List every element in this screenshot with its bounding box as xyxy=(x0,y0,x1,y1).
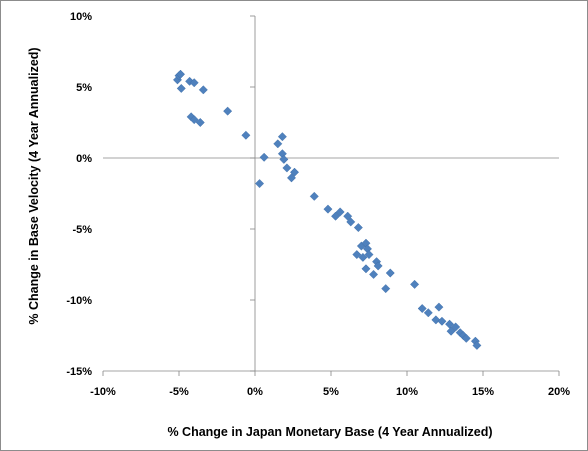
y-tick-label: 10% xyxy=(70,11,92,23)
data-point xyxy=(451,322,461,332)
y-tick-label: -5% xyxy=(72,224,92,236)
data-point xyxy=(241,130,251,140)
x-tick-label: 5% xyxy=(323,386,339,398)
data-point xyxy=(417,304,427,314)
y-tick-label: 0% xyxy=(76,153,92,165)
data-point xyxy=(189,78,199,88)
data-point xyxy=(198,85,208,95)
data-point xyxy=(195,118,205,127)
data-point xyxy=(434,302,444,312)
data-point xyxy=(255,179,265,189)
data-point xyxy=(352,250,362,260)
data-point xyxy=(381,284,391,294)
data-point xyxy=(335,207,345,217)
data-point xyxy=(273,139,283,149)
x-axis-title: % Change in Japan Monetary Base (4 Year … xyxy=(167,425,492,439)
data-point xyxy=(290,167,300,177)
y-tick-labels: 10% 5% 0% -5% -10% -15% xyxy=(66,11,92,378)
data-point xyxy=(282,163,292,173)
data-point xyxy=(259,152,269,162)
data-point xyxy=(323,204,333,214)
data-point xyxy=(176,83,186,93)
y-tick-label: 5% xyxy=(76,82,92,94)
y-axis-title: % Change in Base Velocity (4 Year Annual… xyxy=(27,47,41,324)
axes xyxy=(102,15,560,376)
data-point xyxy=(410,279,420,289)
data-point xyxy=(277,132,287,142)
data-point xyxy=(472,340,482,350)
data-point xyxy=(358,252,368,262)
x-tick-label: -10% xyxy=(90,386,116,398)
data-point xyxy=(369,269,379,279)
data-point xyxy=(286,173,296,183)
data-point xyxy=(353,223,363,233)
data-point xyxy=(461,333,471,343)
data-point xyxy=(437,316,447,326)
data-point xyxy=(373,261,383,271)
data-point xyxy=(331,211,341,221)
data-point xyxy=(223,106,233,116)
x-tick-label: -5% xyxy=(169,386,189,398)
data-point xyxy=(446,326,456,336)
x-tick-label: 15% xyxy=(472,386,494,398)
data-point xyxy=(364,250,374,260)
y-tick-label: -15% xyxy=(66,366,92,378)
x-tick-label: 20% xyxy=(548,386,570,398)
x-tick-labels: -10% -5% 0% 5% 10% 15% 20% xyxy=(90,386,570,398)
x-tick-label: 10% xyxy=(396,386,418,398)
data-point xyxy=(431,315,441,325)
data-point xyxy=(385,268,395,278)
x-tick-label: 0% xyxy=(247,386,263,398)
data-point xyxy=(343,211,353,221)
data-point xyxy=(176,69,186,79)
data-points xyxy=(172,69,482,350)
data-point xyxy=(346,217,356,227)
data-point xyxy=(185,76,195,86)
data-point xyxy=(309,191,319,201)
data-point xyxy=(423,308,433,318)
data-point xyxy=(361,264,371,274)
data-point xyxy=(189,115,199,125)
data-point xyxy=(279,154,289,164)
y-tick-label: -10% xyxy=(66,295,92,307)
